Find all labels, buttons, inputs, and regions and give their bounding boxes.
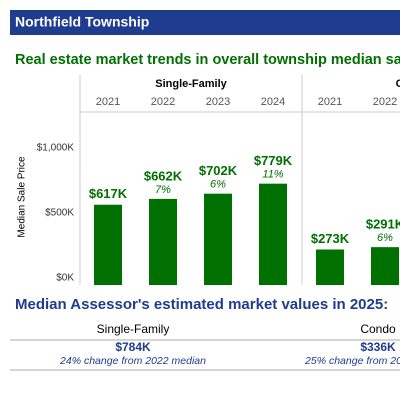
x-tick-label: 2021 xyxy=(318,96,342,108)
chart-title: Real estate market trends in overall tow… xyxy=(15,52,400,68)
x-tick-label: 2022 xyxy=(151,96,175,108)
bar xyxy=(371,247,399,285)
y-tick-label: $0K xyxy=(56,273,74,284)
column-value: $784K xyxy=(115,340,151,354)
value-label: $273K xyxy=(311,231,350,246)
panel-title: Condo xyxy=(396,78,400,90)
change-label: 7% xyxy=(155,184,171,196)
header-title: Northfield Township xyxy=(15,14,149,30)
x-tick-label: 2021 xyxy=(96,96,120,108)
y-tick-label: $1,000K xyxy=(37,143,75,154)
column-value: $336K xyxy=(360,340,396,354)
column-name: Single-Family xyxy=(97,322,170,336)
assessor-title: Median Assessor's estimated market value… xyxy=(15,296,388,313)
change-label: 11% xyxy=(262,169,283,181)
panel-title: Single-Family xyxy=(155,78,227,90)
change-label: 6% xyxy=(377,232,393,244)
column-name: Condo xyxy=(360,322,396,336)
value-label: $662K xyxy=(144,168,183,183)
bar xyxy=(316,249,344,285)
value-label: $291K xyxy=(366,217,400,232)
x-tick-label: 2024 xyxy=(261,96,285,108)
bar xyxy=(149,198,177,285)
value-label: $702K xyxy=(199,163,238,178)
y-axis-title: Median Sale Price xyxy=(17,156,28,238)
header-bar xyxy=(10,10,400,35)
bar xyxy=(259,183,287,285)
bar xyxy=(204,193,232,285)
y-tick-label: $500K xyxy=(45,208,74,219)
column-note: 24% change from 2022 median xyxy=(59,355,206,367)
x-tick-label: 2023 xyxy=(206,96,230,108)
column-note: 25% change from 2022 median xyxy=(304,355,400,367)
change-label: 6% xyxy=(210,179,226,191)
value-label: $617K xyxy=(89,186,128,201)
value-label: $779K xyxy=(254,153,293,168)
bar xyxy=(94,204,122,285)
x-tick-label: 2022 xyxy=(373,96,397,108)
